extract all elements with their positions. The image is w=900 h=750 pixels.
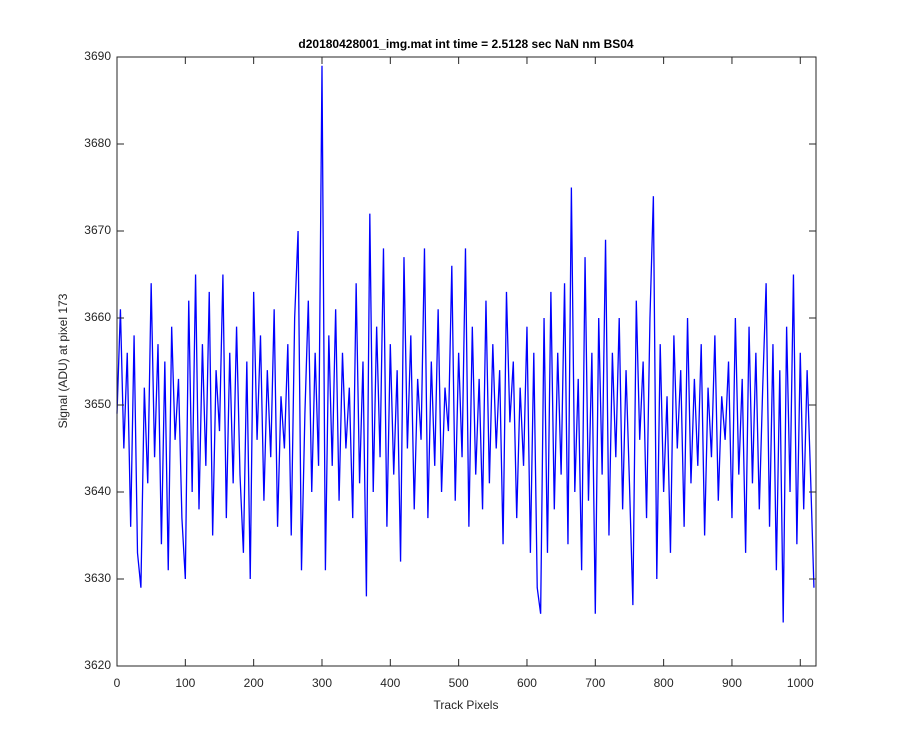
x-tick-label: 800 [654, 676, 674, 690]
x-tick-label: 500 [449, 676, 469, 690]
x-axis-label: Track Pixels [434, 698, 499, 712]
x-tick-label: 100 [175, 676, 195, 690]
x-tick-label: 200 [244, 676, 264, 690]
y-tick-label: 3690 [84, 49, 111, 63]
y-axis-label: Signal (ADU) at pixel 173 [56, 293, 70, 428]
plot-frame [116, 56, 817, 667]
y-tick-label: 3630 [84, 571, 111, 585]
y-tick-label: 3640 [84, 484, 111, 498]
y-tick-label: 3660 [84, 310, 111, 324]
x-tick-label: 600 [517, 676, 537, 690]
x-tick-label: 400 [380, 676, 400, 690]
chart-title: d20180428001_img.mat int time = 2.5128 s… [298, 37, 634, 51]
x-tick-label: 900 [722, 676, 742, 690]
x-tick-label: 1000 [787, 676, 814, 690]
y-tick-label: 3680 [84, 136, 111, 150]
x-tick-label: 300 [312, 676, 332, 690]
data-line [116, 65, 815, 623]
x-tick-label: 700 [585, 676, 605, 690]
y-tick-label: 3620 [84, 658, 111, 672]
y-tick-label: 3650 [84, 397, 111, 411]
y-tick-label: 3670 [84, 223, 111, 237]
x-tick-label: 0 [114, 676, 121, 690]
